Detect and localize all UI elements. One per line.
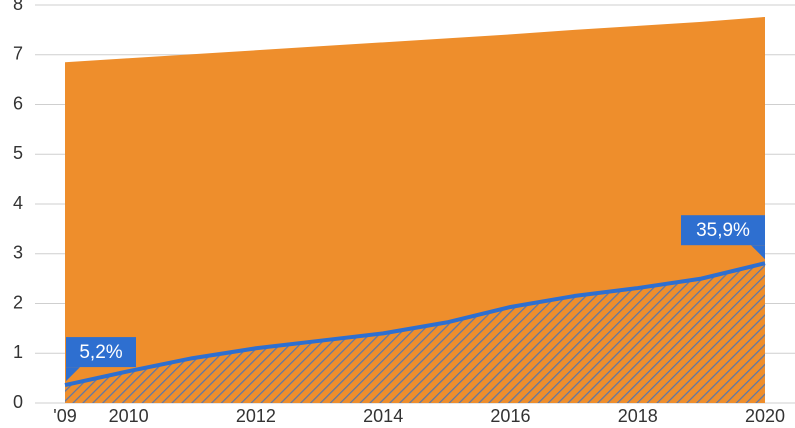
annotation-text: 35,9% bbox=[696, 220, 750, 241]
x-tick-label: 2016 bbox=[490, 406, 530, 426]
x-tick-label: 2012 bbox=[236, 406, 276, 426]
annotation-box bbox=[681, 215, 765, 246]
x-tick-label: 2018 bbox=[618, 406, 658, 426]
annotation-box bbox=[66, 337, 136, 368]
annotation-text: 5,2% bbox=[79, 342, 122, 363]
annotation: 35,9% bbox=[681, 215, 765, 260]
annotation-pointer bbox=[751, 245, 765, 260]
annotation: 5,2% bbox=[66, 337, 136, 382]
y-tick-label: 5 bbox=[13, 143, 23, 163]
area bbox=[65, 263, 765, 403]
line bbox=[64, 261, 766, 388]
x-tick-label: '09 bbox=[53, 406, 76, 426]
y-tick-label: 6 bbox=[13, 93, 23, 113]
x-tick-label: 2010 bbox=[109, 406, 149, 426]
x-tick-label: 2020 bbox=[745, 406, 785, 426]
y-tick-label: 8 bbox=[13, 0, 23, 14]
y-tick-label: 3 bbox=[13, 243, 23, 263]
y-tick-label: 2 bbox=[13, 292, 23, 312]
y-tick-label: 1 bbox=[13, 342, 23, 362]
x-tick-label: 2014 bbox=[363, 406, 403, 426]
y-tick-label: 7 bbox=[13, 44, 23, 64]
y-tick-label: 4 bbox=[13, 193, 23, 213]
annotation-pointer bbox=[66, 367, 80, 382]
y-tick-label: 0 bbox=[13, 392, 23, 412]
